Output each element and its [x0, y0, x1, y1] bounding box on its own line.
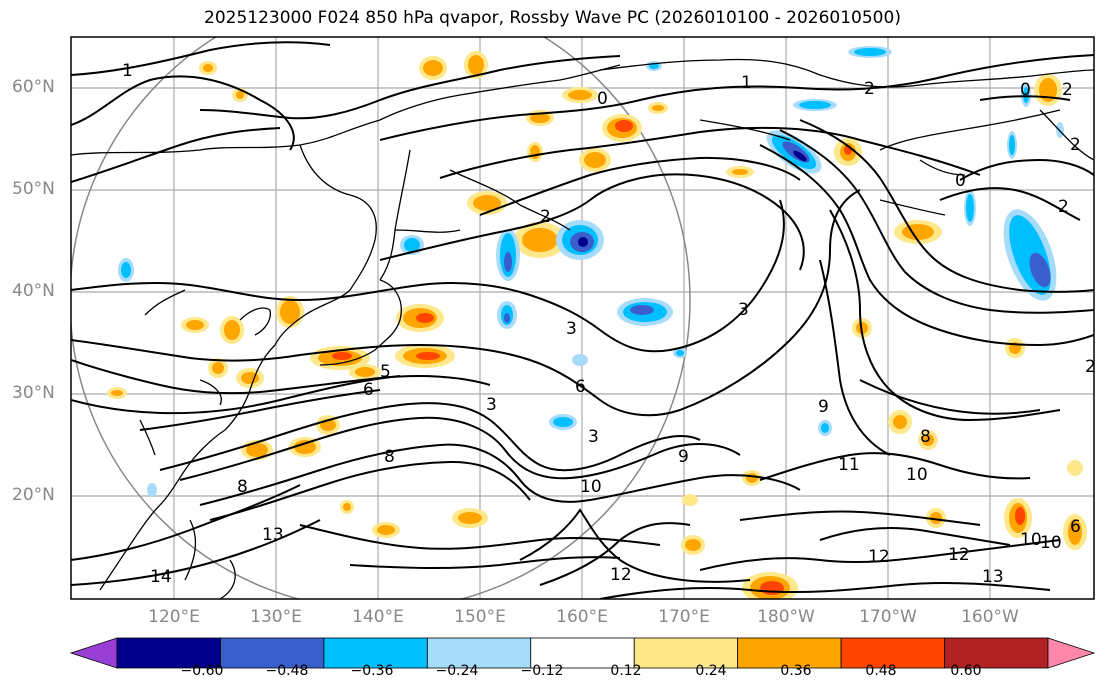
lat-label: 30°N [12, 383, 55, 403]
lon-label: 160°E [556, 607, 608, 627]
contour-label: 9 [678, 447, 689, 467]
lat-label: 60°N [12, 77, 55, 97]
colorbar-tick-label: −0.12 [520, 663, 564, 679]
contour-label: 14 [150, 567, 172, 587]
colorbar-tick-label: −0.36 [350, 663, 394, 679]
contour-label: 2 [1070, 135, 1081, 155]
contour-label: 3 [566, 319, 577, 339]
colorbar-segment [840, 637, 945, 669]
colorbar-tick-label: −0.48 [265, 663, 309, 679]
map-title: 2025123000 F024 850 hPa qvapor, Rossby W… [204, 8, 901, 28]
contour-label: 8 [920, 427, 931, 447]
lon-label: 180°W [757, 607, 815, 627]
contour-label: 10 [580, 477, 602, 497]
colorbar-segment [323, 637, 428, 669]
contour-label: 3 [486, 395, 497, 415]
colorbar-tick-label: 0.12 [610, 663, 642, 679]
lon-label: 170°E [658, 607, 710, 627]
contour-label: 10 [906, 465, 928, 485]
shading-negative [118, 46, 1064, 497]
contour-label: 6 [575, 377, 586, 397]
contour-label: 12 [610, 565, 632, 585]
contour-lines [71, 41, 1094, 599]
contour-label: 5 [380, 362, 391, 382]
colorbar-tick-label: 0.36 [780, 663, 812, 679]
contour-label: 3 [588, 427, 599, 447]
contour-label: 10 [1040, 533, 1062, 553]
colorbar-tick-label: 0.48 [865, 663, 897, 679]
contour-label: 1 [741, 73, 752, 93]
contour-label: 0 [1020, 80, 1031, 100]
colorbar [69, 637, 1096, 669]
lon-label: 160°W [961, 607, 1019, 627]
colorbar-tick-label: 0.24 [695, 663, 727, 679]
contour-label: 2 [1058, 197, 1069, 217]
lat-label: 20°N [12, 485, 55, 505]
contour-label: 3 [738, 300, 749, 320]
lon-label: 140°E [352, 607, 404, 627]
map-frame [70, 36, 1095, 600]
contour-label: 13 [982, 567, 1004, 587]
contour-label: 9 [818, 397, 829, 417]
contour-label: 0 [597, 89, 608, 109]
lon-label: 130°E [250, 607, 302, 627]
lat-label: 40°N [12, 281, 55, 301]
contour-label: 8 [237, 477, 248, 497]
colorbar-segment [116, 637, 221, 669]
colorbar-segment [530, 637, 635, 669]
contour-label: 10 [1020, 530, 1042, 550]
colorbar-tick-label: −0.60 [180, 663, 224, 679]
colorbar-tick-label: −0.24 [435, 663, 479, 679]
contour-label: 11 [838, 455, 860, 475]
contour-label: 2 [864, 79, 875, 99]
lat-label: 50°N [12, 179, 55, 199]
contour-label: 2 [1085, 357, 1096, 377]
colorbar-tick-label: 0.60 [950, 663, 982, 679]
contour-label: 13 [262, 525, 284, 545]
colorbar-segment [220, 637, 325, 669]
contour-label: 8 [384, 447, 395, 467]
contour-label: 0 [955, 171, 966, 191]
contour-label: 1 [122, 61, 133, 81]
colorbar-segment [944, 637, 1049, 669]
contour-label: 12 [948, 545, 970, 565]
lon-label: 170°W [859, 607, 917, 627]
colorbar-segment [633, 637, 739, 669]
contour-label: 6 [363, 380, 374, 400]
colorbar-extend-high [1047, 637, 1096, 669]
contour-label: 6 [1070, 517, 1081, 537]
lon-label: 150°E [454, 607, 506, 627]
map-content: 1 0 2 1 2 3 0 2 3 3 6 3 5 6 8 9 11 10 10… [71, 37, 1096, 599]
contour-label: 12 [868, 547, 890, 567]
colorbar-segment [737, 637, 842, 669]
colorbar-extend-low [69, 637, 118, 669]
contour-label: 2 [1062, 80, 1073, 100]
reference-circle [71, 37, 691, 599]
contour-label: 2 [540, 207, 551, 227]
contour-labels: 1 0 2 1 2 3 0 2 3 3 6 3 5 6 8 9 11 10 10… [122, 61, 1096, 587]
lon-label: 120°E [148, 607, 200, 627]
